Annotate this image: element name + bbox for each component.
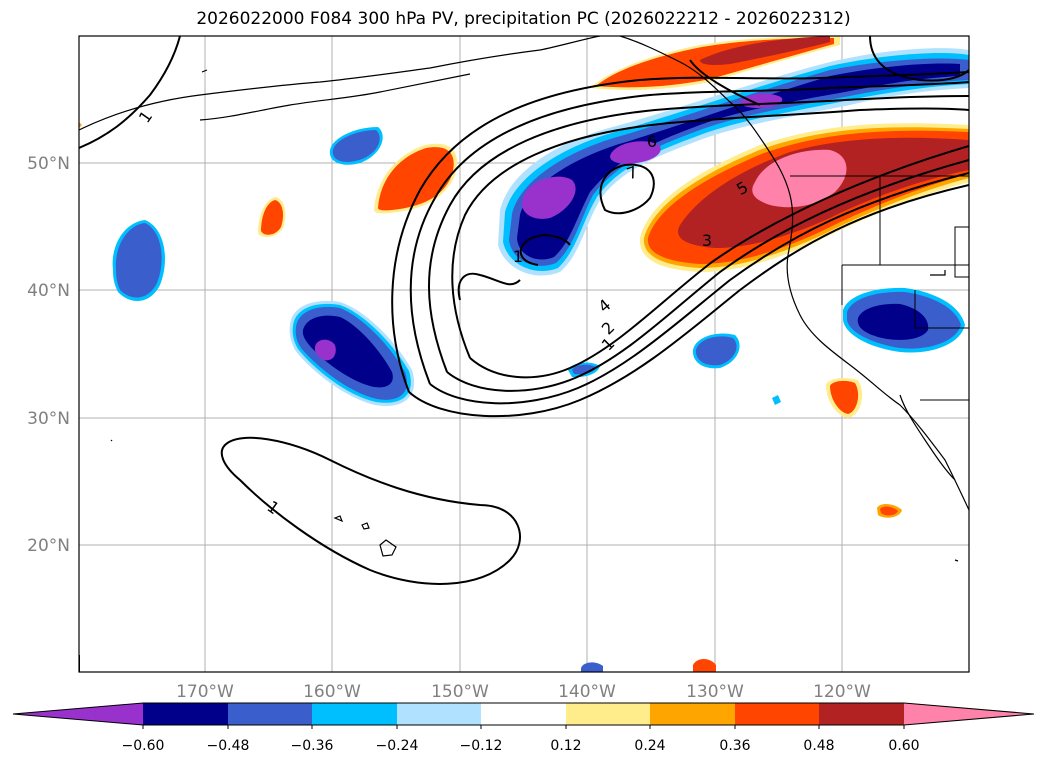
colorbar-segment <box>312 703 397 725</box>
lon-tick-label: 120°W <box>813 682 871 702</box>
coastlines <box>79 36 969 562</box>
colorbar-tick-label: −0.36 <box>290 738 334 754</box>
colorbar-segment <box>819 703 904 725</box>
lat-tick-label: 50°N <box>27 154 70 174</box>
colorbar-segment <box>397 703 481 725</box>
colorbar <box>12 702 1035 729</box>
colorbar-tick-label: 0.36 <box>719 738 751 754</box>
lon-tick-label: 130°W <box>686 682 744 702</box>
colorbar-segment <box>228 703 312 725</box>
map-frame <box>78 35 970 673</box>
contour-label: 6 <box>647 132 657 151</box>
lon-tick-labels: 170°W 160°W 150°W 140°W 130°W 120°W <box>176 682 871 702</box>
colorbar-segment <box>566 703 650 725</box>
lat-tick-label: 40°N <box>27 281 70 301</box>
colorbar-tick-label: −0.60 <box>121 738 165 754</box>
lon-tick-label: 150°W <box>431 682 489 702</box>
contour-label: 3 <box>702 231 712 250</box>
colorbar-segment <box>143 703 228 725</box>
colorbar-tick-label: −0.48 <box>206 738 250 754</box>
colorbar-tick-label: −0.12 <box>459 738 503 754</box>
contour-label: 1 <box>513 247 523 266</box>
political-boundaries <box>790 175 969 401</box>
lat-tick-label: 20°N <box>27 536 70 556</box>
lon-tick-label: 160°W <box>303 682 361 702</box>
colorbar-tick-label: 0.60 <box>888 738 920 754</box>
colorbar-tick-label: −0.24 <box>375 738 419 754</box>
colorbar-segment <box>735 703 819 725</box>
lat-tick-labels: 50°N 40°N 30°N 20°N <box>27 154 70 556</box>
pv-contours <box>79 36 969 672</box>
colorbar-tick-label: 0.12 <box>550 738 582 754</box>
lat-tick-label: 30°N <box>27 409 70 429</box>
lon-tick-label: 170°W <box>176 682 234 702</box>
precip-shading <box>79 36 969 672</box>
colorbar-extend-high <box>904 703 1034 725</box>
colorbar-segment <box>650 703 735 725</box>
colorbar-segment <box>481 703 566 725</box>
graticule <box>79 36 969 672</box>
colorbar-extend-low <box>13 703 143 725</box>
lon-tick-label: 140°W <box>558 682 616 702</box>
map-title: 2026022000 F084 300 hPa PV, precipitatio… <box>196 9 851 29</box>
colorbar-tick-label: 0.48 <box>803 738 835 754</box>
colorbar-tick-label: 0.24 <box>634 738 666 754</box>
